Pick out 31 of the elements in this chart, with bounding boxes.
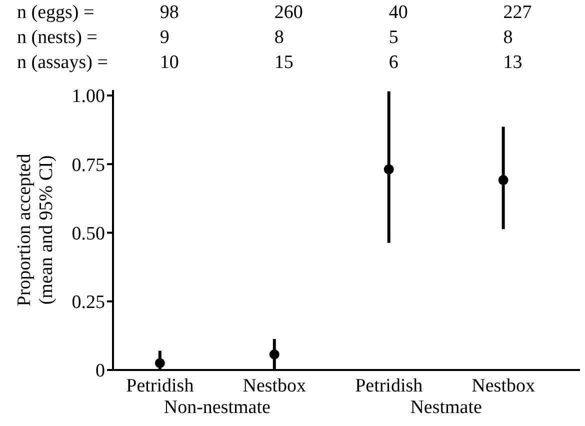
x-tick-label: Petridish bbox=[126, 375, 194, 396]
x-tick-label: Nestbox bbox=[242, 375, 307, 396]
y-tick-label: 0 bbox=[96, 360, 105, 382]
text: 227 bbox=[503, 2, 532, 24]
y-axis-title: Proportion accepted (mean and 95% CI) bbox=[14, 153, 57, 306]
text: n (nests) = bbox=[17, 27, 98, 49]
text: 6 bbox=[388, 52, 398, 74]
text: 260 bbox=[274, 2, 303, 24]
text: 8 bbox=[274, 27, 284, 49]
text: 8 bbox=[503, 27, 513, 49]
text: n (assays) = bbox=[17, 52, 108, 74]
text: 10 bbox=[160, 52, 179, 74]
y-tick-label: 0.75 bbox=[72, 154, 105, 176]
text: 98 bbox=[160, 2, 179, 24]
text: n (eggs) = bbox=[17, 2, 94, 24]
point bbox=[384, 164, 394, 174]
point bbox=[154, 358, 165, 368]
text: 9 bbox=[160, 27, 170, 49]
point bbox=[498, 175, 508, 186]
x-tick-label: Petridish bbox=[355, 375, 424, 396]
text: 5 bbox=[388, 27, 398, 49]
text: Non-nestmate bbox=[164, 397, 270, 419]
y-tick-label: 0.50 bbox=[72, 223, 105, 244]
text: 40 bbox=[388, 2, 408, 24]
y-tick-label: 0.25 bbox=[72, 292, 105, 314]
text: Nestmate bbox=[410, 397, 482, 419]
point bbox=[269, 349, 280, 360]
text: 15 bbox=[274, 52, 294, 74]
x-tick-label: Nestbox bbox=[472, 375, 536, 396]
text: 13 bbox=[503, 52, 522, 74]
y-tick-label: 1.00 bbox=[72, 86, 105, 108]
